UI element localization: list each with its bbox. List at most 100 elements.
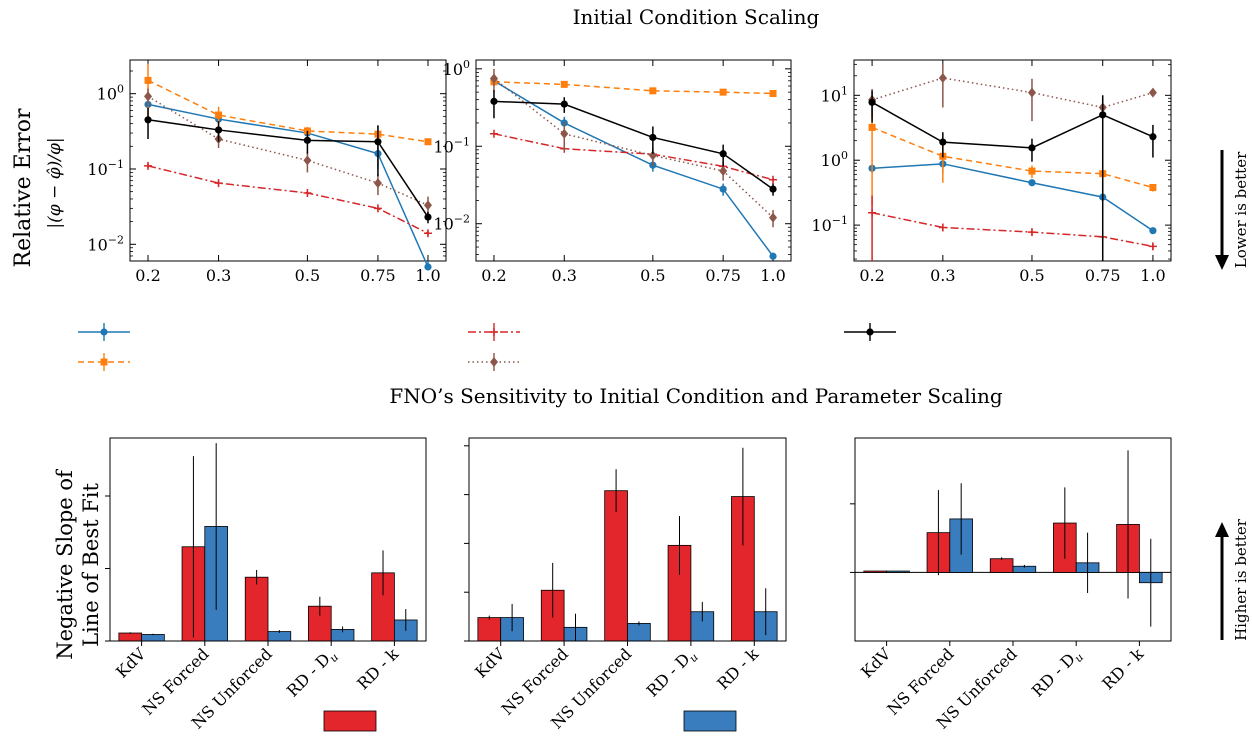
y-tick-base: 10: [433, 215, 453, 234]
series-2d-navier-stokes-forced: [490, 78, 777, 98]
y-tick-exponent: −2: [108, 233, 124, 246]
y-tick-exponent: 1: [841, 84, 848, 97]
category-text: RD - k: [1098, 644, 1147, 693]
down-arrow-head: [1215, 255, 1229, 270]
data-point: [769, 175, 778, 184]
x-tick-label: RD - Du: [1028, 644, 1086, 702]
x-tick-label: 1.0: [760, 266, 785, 285]
series-2d-navier-stokes-unforced: [868, 156, 1157, 235]
data-point: [1028, 179, 1036, 187]
series-1d-korteweg-de-vries: [144, 161, 432, 238]
series-2d-reaction-diffusion-k: [868, 63, 1157, 122]
data-point: [489, 73, 498, 84]
series-2d-navier-stokes-unforced: [144, 100, 432, 271]
higher-is-better-text: Higher is better: [1232, 518, 1250, 641]
bar-y-label-line2: Line of Best Fit: [79, 483, 103, 647]
series-2d-reaction-diffusion-du: [144, 107, 432, 224]
higher-is-better-indicator: Higher is better: [1215, 518, 1250, 641]
series-line: [147, 79, 429, 143]
y-tick-label: 10−1: [87, 158, 124, 179]
legend-item-initial-condition-scaling: [323, 710, 377, 732]
data-point: [719, 88, 727, 96]
y-tick-exponent: 0: [117, 83, 124, 96]
data-point: [424, 213, 432, 221]
category-text: RD - D: [283, 649, 334, 700]
series-parameter-scaling: [500, 588, 778, 642]
bar: [989, 558, 1014, 573]
legend-item-2d-navier-stokes-forced: [78, 353, 130, 371]
y-tick-label: 101: [821, 84, 848, 105]
x-tick-label: 0.5: [295, 266, 320, 285]
x-tick-label: 0.5: [1019, 266, 1044, 285]
up-arrow-head: [1215, 522, 1229, 537]
data-point: [303, 188, 312, 197]
data-point: [649, 87, 657, 95]
series-initial-condition-scaling: [477, 447, 755, 642]
data-point: [1149, 133, 1157, 141]
y-tick-exponent: 0: [463, 58, 470, 71]
plot-frame: [129, 59, 447, 262]
data-point: [490, 97, 498, 105]
data-point: [1149, 183, 1157, 191]
data-point: [214, 179, 223, 188]
x-tick-label: 0.5: [640, 266, 665, 285]
category-text: RD - k: [713, 644, 762, 693]
series-2d-reaction-diffusion-du: [490, 90, 777, 196]
y-tick-label: 100: [97, 83, 124, 104]
data-point: [1027, 228, 1036, 237]
x-tick-label: 0.75: [1085, 266, 1121, 285]
series-initial-condition-scaling: [863, 450, 1140, 599]
category-text: RD - D: [643, 649, 694, 700]
top-figure-title: Initial Condition Scaling: [573, 5, 820, 29]
data-point: [868, 123, 876, 131]
data-point: [938, 72, 947, 83]
series-line: [493, 77, 774, 219]
series-2d-navier-stokes-forced: [868, 108, 1157, 206]
x-tick-label: RD - k: [1098, 644, 1147, 693]
data-point: [423, 200, 432, 211]
y-tick-label: 100: [821, 149, 848, 170]
y-tick-exponent: −1: [832, 214, 848, 227]
data-point: [424, 138, 432, 146]
data-point: [719, 185, 727, 193]
data-point: [1148, 87, 1157, 98]
series-line: [871, 126, 1154, 189]
series-line: [872, 163, 1154, 232]
y-tick-base: 10: [97, 85, 117, 104]
data-point: [1099, 111, 1107, 119]
y-tick-label: 100: [443, 58, 470, 79]
y-tick-exponent: −1: [108, 158, 124, 171]
lower-is-better-text: Lower is better: [1232, 151, 1250, 268]
line-y-formula: |(φ − φ̂)/φ|: [45, 137, 65, 228]
data-point: [144, 161, 153, 170]
series-line: [147, 119, 429, 218]
x-tick-label: 0.75: [705, 266, 741, 285]
data-point: [303, 155, 312, 166]
data-point: [214, 126, 223, 134]
y-tick-exponent: −1: [454, 135, 470, 148]
data-point: [719, 150, 727, 158]
bar: [604, 490, 628, 642]
legend-swatch: [683, 710, 737, 732]
x-tick-label: RD - k: [713, 644, 762, 693]
x-tick-label: 0.2: [135, 266, 160, 285]
lower-is-better-indicator: Lower is better: [1215, 150, 1250, 270]
bar-y-label-line1: Negative Slope of: [53, 468, 77, 660]
category-text: KdV: [857, 644, 895, 682]
x-tick-label: 0.3: [206, 266, 231, 285]
data-point: [769, 212, 778, 223]
y-tick-label: 10−1: [811, 214, 848, 235]
x-tick-label: 0.2: [859, 266, 884, 285]
data-point: [769, 90, 777, 98]
series-line: [493, 81, 774, 95]
data-point: [144, 116, 152, 124]
series-parameter-scaling: [141, 443, 418, 642]
y-tick-base: 10: [433, 137, 453, 156]
data-point: [560, 80, 568, 88]
x-tick-label: KdV: [471, 644, 509, 682]
x-tick-label: 0.3: [930, 266, 955, 285]
data-point: [769, 252, 777, 260]
